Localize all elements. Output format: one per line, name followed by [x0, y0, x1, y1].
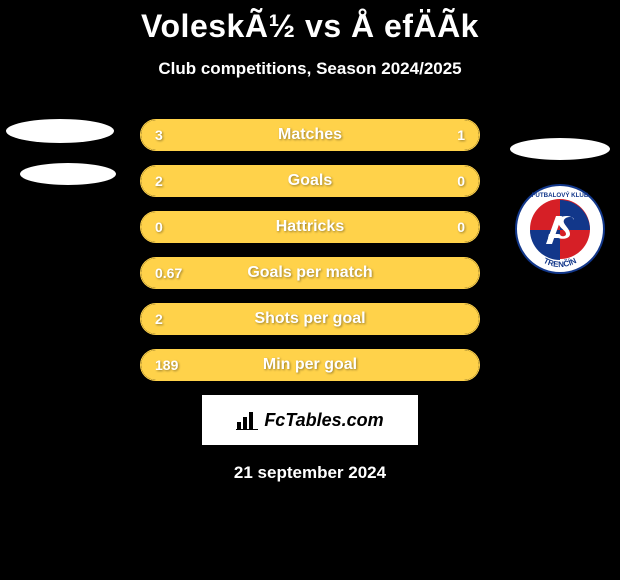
stat-row: 00Hattricks: [140, 211, 480, 243]
attribution-badge: FcTables.com: [202, 395, 418, 445]
opponent-ellipse-slot: [510, 119, 610, 179]
club-crest-slot: FUTBALOVÝ KLUB TRENČÍN: [510, 179, 610, 279]
stat-row: 2Shots per goal: [140, 303, 480, 335]
trencin-crest-icon: FUTBALOVÝ KLUB TRENČÍN: [515, 184, 605, 274]
left-player-marks: [6, 119, 116, 185]
stat-label: Matches: [141, 120, 479, 150]
right-player-marks: FUTBALOVÝ KLUB TRENČÍN: [510, 119, 610, 279]
date-line: 21 september 2024: [0, 463, 620, 483]
svg-text:FUTBALOVÝ KLUB: FUTBALOVÝ KLUB: [532, 192, 589, 199]
stat-label: Goals: [141, 166, 479, 196]
content-area: FUTBALOVÝ KLUB TRENČÍN 31Matches 20Goals 0…: [0, 119, 620, 381]
player-ellipse-icon: [6, 119, 114, 143]
stat-row: 20Goals: [140, 165, 480, 197]
player-ellipse-icon: [20, 163, 116, 185]
bar-chart-icon: [236, 410, 258, 430]
stat-label: Shots per goal: [141, 304, 479, 334]
stat-label: Hattricks: [141, 212, 479, 242]
page-subtitle: Club competitions, Season 2024/2025: [0, 59, 620, 79]
attribution-text: FcTables.com: [264, 410, 383, 431]
stat-label: Min per goal: [141, 350, 479, 380]
player-ellipse-icon: [510, 138, 610, 160]
stat-row: 0.67Goals per match: [140, 257, 480, 289]
page-title: VoleskÃ½ vs Å efÄÃ­k: [0, 0, 620, 45]
stat-row: 189Min per goal: [140, 349, 480, 381]
stat-label: Goals per match: [141, 258, 479, 288]
stat-row: 31Matches: [140, 119, 480, 151]
stat-bars: 31Matches 20Goals 00Hattricks 0.67Goals per…: [140, 119, 480, 381]
